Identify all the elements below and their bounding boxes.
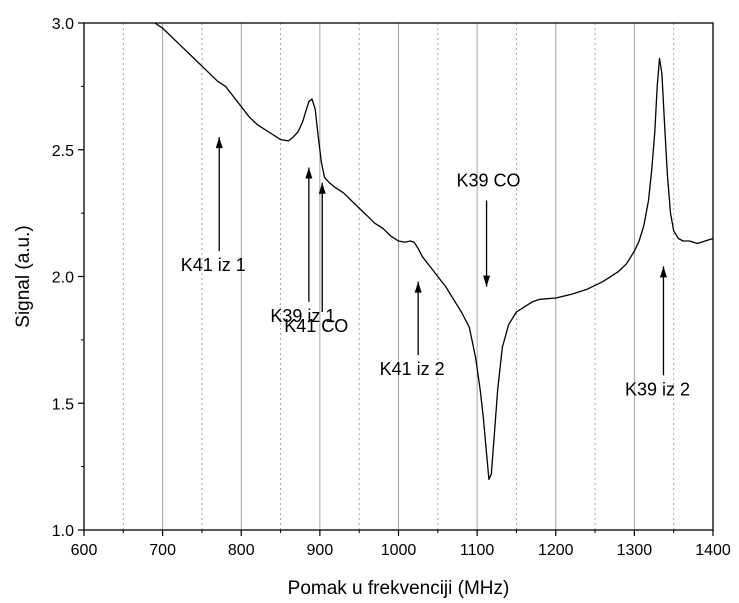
x-tick-label: 1100 xyxy=(460,542,495,559)
annotation-arrowhead xyxy=(483,275,491,287)
y-tick-label: 2.5 xyxy=(52,143,74,160)
x-axis-label: Pomak u frekvenciji (MHz) xyxy=(288,578,510,599)
annotation-arrowhead xyxy=(305,167,313,179)
x-tick-label: 600 xyxy=(71,542,98,559)
annotation-arrowhead xyxy=(318,182,326,194)
y-tick-label: 3.0 xyxy=(52,16,74,33)
y-tick-label: 2.0 xyxy=(52,270,74,287)
annotation-arrowhead xyxy=(414,281,422,293)
x-tick-label: 1000 xyxy=(381,542,417,559)
x-tick-label: 1200 xyxy=(538,542,574,559)
annotation-label: K39 CO xyxy=(457,170,521,190)
x-axis: 600 700 800 900 1000 1100 1200 1300 1400 xyxy=(71,530,731,559)
annotation-label: K39 iz 1 xyxy=(270,306,335,326)
x-tick-label: 900 xyxy=(307,542,334,559)
y-axis-label: Signal (a.u.) xyxy=(13,225,34,327)
x-tick-label: 800 xyxy=(228,542,255,559)
y-tick-label: 1.0 xyxy=(52,523,74,540)
annotation-arrowhead xyxy=(659,266,667,278)
grid-lines xyxy=(122,23,675,530)
signal-line xyxy=(154,22,714,480)
annotation-arrowhead xyxy=(215,137,223,149)
y-axis: 1.0 1.5 2.0 2.5 3.0 xyxy=(52,16,84,540)
annotation-label: K41 iz 2 xyxy=(380,359,445,379)
x-tick-label: 1300 xyxy=(617,542,653,559)
signal-series xyxy=(154,22,714,480)
annotation-label: K41 CO xyxy=(284,316,348,336)
x-tick-label: 700 xyxy=(149,542,176,559)
annotation-label: K41 iz 1 xyxy=(181,255,246,275)
annotation-label: K39 iz 2 xyxy=(625,379,690,399)
y-tick-label: 1.5 xyxy=(52,396,74,413)
x-tick-label: 1400 xyxy=(695,542,731,559)
